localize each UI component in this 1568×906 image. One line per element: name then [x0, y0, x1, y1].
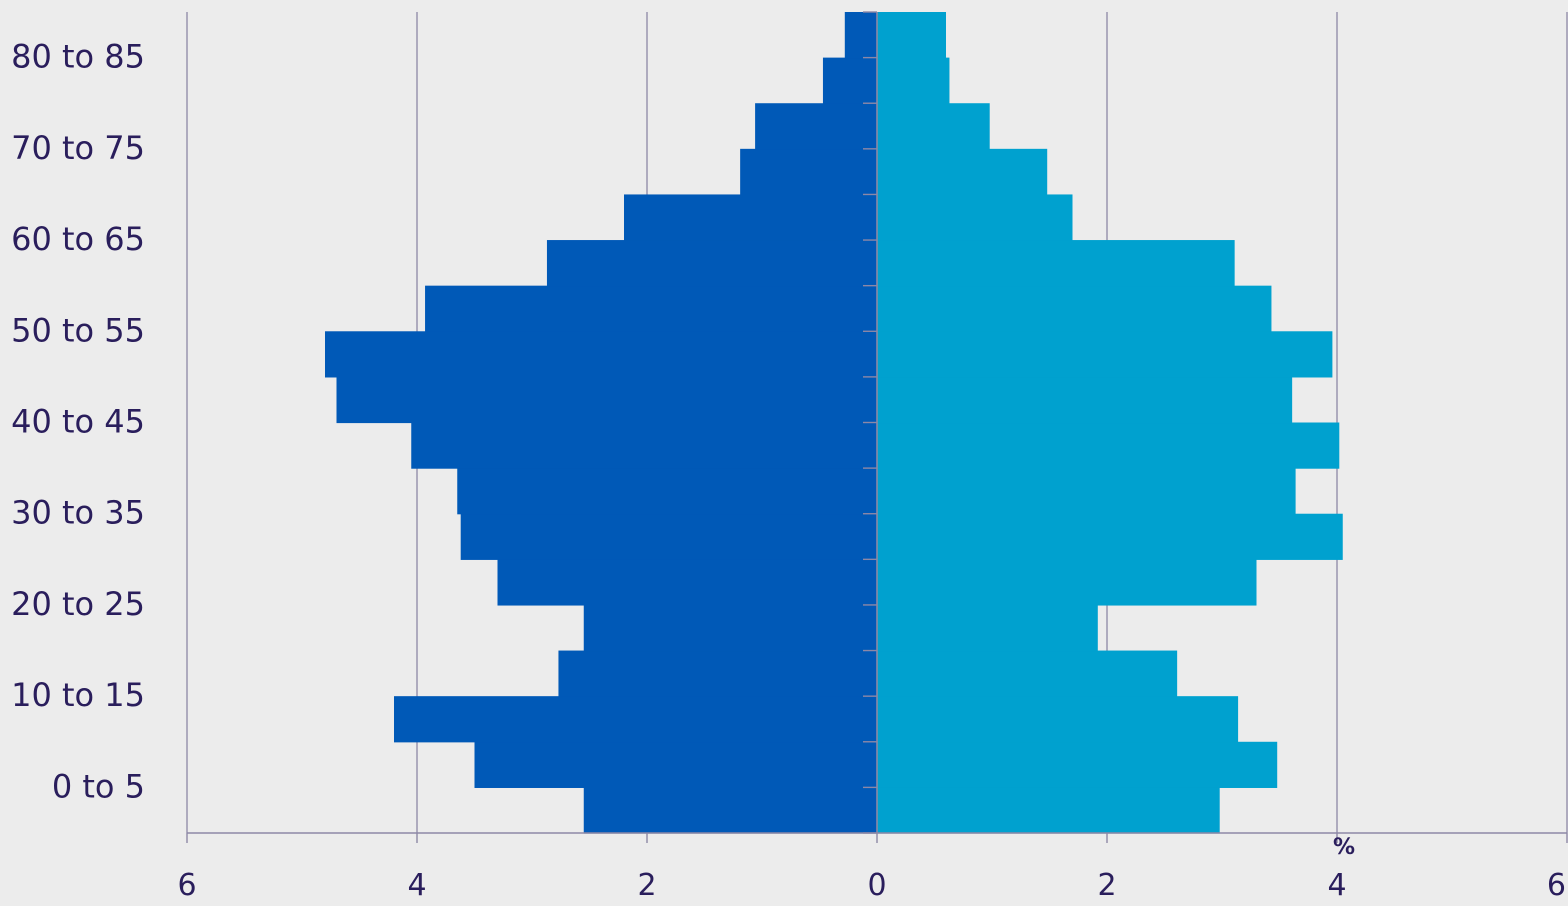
bar-left: [497, 559, 877, 606]
bar-left: [583, 787, 877, 834]
bar-right: [877, 604, 1098, 652]
y-tick-label: 40 to 45: [11, 403, 145, 441]
bar-left: [325, 331, 877, 378]
x-tick-label: 6: [1547, 868, 1566, 903]
bar-right: [877, 103, 990, 150]
bar-right: [877, 787, 1220, 834]
bar-left: [411, 422, 877, 469]
x-tick-labels: 6 4 2 0 2 4 6: [177, 868, 1566, 903]
bar-left: [474, 741, 877, 788]
bar-left: [457, 468, 877, 515]
bar-right: [877, 12, 946, 59]
bar-left: [583, 604, 877, 652]
x-tick-label: 4: [1327, 868, 1346, 903]
y-tick-labels: 80 to 85 70 to 75 60 to 65 50 to 55 40 to 45…: [11, 38, 145, 806]
y-tick-label: 30 to 35: [11, 494, 145, 532]
bar-right: [877, 148, 1048, 196]
x-tick-label: 4: [407, 868, 426, 903]
bar-right: [877, 468, 1296, 515]
y-tick-label: 20 to 25: [11, 585, 145, 623]
bar-right: [877, 696, 1239, 743]
bar-right: [877, 194, 1073, 241]
axes: [186, 11, 1568, 843]
bar-left: [336, 376, 877, 424]
x-tick-label: 2: [1097, 868, 1116, 903]
x-tick-label: 2: [637, 868, 656, 903]
right-bars: [877, 12, 1343, 834]
bar-left: [425, 285, 877, 332]
bar-left: [822, 57, 877, 104]
bar-right: [877, 285, 1272, 332]
x-tick-label: 6: [177, 868, 196, 903]
bar-right: [877, 741, 1278, 788]
left-bars: [325, 12, 877, 834]
bar-left: [844, 12, 877, 59]
bar-left: [558, 650, 877, 697]
bar-left: [546, 240, 877, 287]
y-tick-label: 10 to 15: [11, 676, 145, 714]
y-tick-label: 70 to 75: [11, 129, 145, 167]
bar-right: [877, 57, 950, 104]
bar-left: [755, 103, 877, 150]
bar-right: [877, 422, 1340, 469]
bar-left: [740, 148, 877, 196]
x-tick-label: 0: [867, 868, 886, 903]
bar-right: [877, 650, 1178, 697]
y-tick-label: 50 to 55: [11, 311, 145, 349]
bar-right: [877, 559, 1257, 606]
bar-left: [394, 696, 877, 743]
bar-left: [460, 513, 877, 560]
y-tick-label: 0 to 5: [52, 767, 145, 805]
y-tick-label: 60 to 65: [11, 220, 145, 258]
bar-right: [877, 240, 1235, 287]
bar-right: [877, 331, 1333, 378]
bar-left: [624, 194, 877, 241]
bar-right: [877, 376, 1293, 424]
unit-label: %: [1333, 835, 1355, 860]
bar-right: [877, 513, 1343, 560]
y-tick-label: 80 to 85: [11, 38, 145, 76]
